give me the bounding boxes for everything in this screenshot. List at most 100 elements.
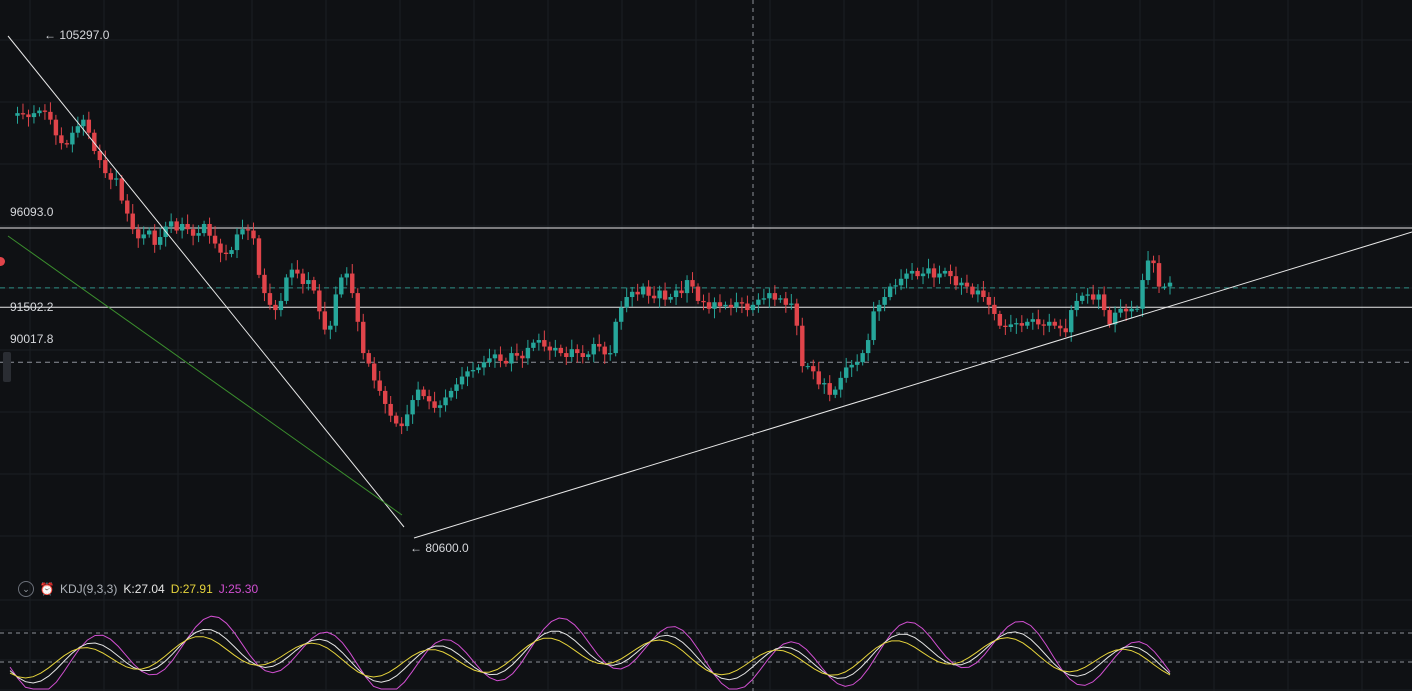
candle-body: [64, 143, 70, 145]
candle-body: [1162, 286, 1167, 288]
candle-body: [240, 229, 245, 235]
candle-body: [1101, 294, 1107, 311]
candle-body: [251, 230, 256, 239]
candle-body: [525, 347, 531, 359]
candle-body: [190, 229, 196, 236]
candle-body: [443, 397, 448, 406]
candle-body: [898, 278, 904, 286]
candle-body: [350, 273, 355, 294]
candle-body: [586, 354, 591, 358]
candle-body: [136, 229, 141, 239]
candle-body: [986, 297, 992, 305]
candle-body: [212, 235, 218, 244]
level-label-90017: 90017.8: [10, 332, 54, 346]
candle-body: [811, 366, 816, 372]
candle-body: [1107, 310, 1112, 325]
candle-body: [931, 268, 937, 278]
candle-body: [1052, 321, 1057, 326]
candle-body: [860, 353, 865, 363]
candle-body: [185, 223, 190, 230]
candle-body: [157, 237, 163, 245]
candle-body: [229, 250, 234, 254]
candle-body: [778, 298, 783, 300]
candle-body: [1140, 280, 1145, 309]
candle-body: [503, 360, 509, 364]
alert-dot[interactable]: [0, 257, 5, 266]
kdj-j-line: [9, 615, 1171, 690]
candle-body: [805, 366, 810, 368]
candle-body: [245, 229, 251, 231]
candle-body: [657, 290, 662, 299]
candle-body: [591, 343, 596, 355]
kdj-d-line: [9, 636, 1171, 679]
candle-body: [942, 270, 948, 274]
candle-body: [37, 110, 42, 114]
candle-body: [953, 276, 959, 286]
candle-body: [103, 160, 108, 174]
candle-body: [597, 343, 602, 347]
candle-body: [1036, 319, 1041, 325]
k-value: K:27.04: [123, 582, 165, 596]
candle-body: [833, 389, 838, 395]
candle-body: [267, 293, 273, 305]
candle-body: [361, 321, 366, 354]
candle-body: [355, 293, 360, 322]
candle-body: [333, 294, 339, 326]
candle-body: [42, 110, 48, 112]
candle-body: [520, 355, 525, 359]
candle-body: [108, 173, 113, 180]
candle-body: [26, 114, 31, 118]
candle-body: [558, 347, 564, 354]
candle-body: [421, 389, 426, 397]
candle-body: [317, 290, 322, 312]
candle-body: [964, 282, 970, 287]
candle-body: [613, 321, 618, 354]
candle-body: [399, 423, 404, 427]
header-strip: [0, 0, 1412, 8]
candle-body: [1085, 294, 1090, 296]
candle-body: [575, 349, 580, 354]
candle-body: [514, 353, 520, 356]
candle-body: [1063, 328, 1068, 333]
candle-body: [723, 304, 728, 307]
candle-body: [92, 132, 97, 151]
candle-body: [679, 290, 684, 294]
candle-body: [15, 113, 20, 116]
candle-body: [377, 380, 382, 391]
collapse-chevron-icon[interactable]: ⌄: [18, 581, 34, 597]
candle-body: [756, 299, 761, 305]
candle-body: [465, 371, 470, 377]
candle-body: [1069, 310, 1074, 333]
candle-body: [448, 390, 454, 398]
candle-body: [1047, 321, 1052, 326]
candle-body: [147, 230, 152, 235]
candle-body: [789, 303, 794, 305]
candle-body: [152, 230, 157, 245]
candle-body: [1123, 308, 1129, 312]
candle-body: [410, 400, 415, 415]
candle-body: [1156, 263, 1162, 287]
candle-body: [547, 346, 553, 351]
candle-body: [388, 403, 393, 416]
panel-collapse-handle[interactable]: [3, 352, 11, 382]
candle-body: [1041, 324, 1046, 326]
candle-body: [843, 367, 849, 378]
green-trend-line: [7, 235, 403, 516]
candle-body: [651, 295, 657, 299]
alarm-clock-icon[interactable]: ⏰: [39, 582, 55, 596]
candle-body: [668, 297, 673, 300]
candle-body: [569, 349, 574, 358]
candle-body: [1151, 260, 1156, 264]
candle-body: [602, 346, 607, 355]
candle-body: [432, 401, 437, 408]
candle-body: [306, 280, 311, 284]
candle-body: [822, 383, 827, 385]
candle-body: [130, 213, 135, 230]
candle-body: [81, 119, 86, 127]
candle-body: [542, 340, 547, 347]
candle-body: [509, 353, 514, 364]
candle-body: [59, 135, 64, 144]
candle-body: [920, 273, 926, 277]
candle-body: [684, 280, 690, 294]
